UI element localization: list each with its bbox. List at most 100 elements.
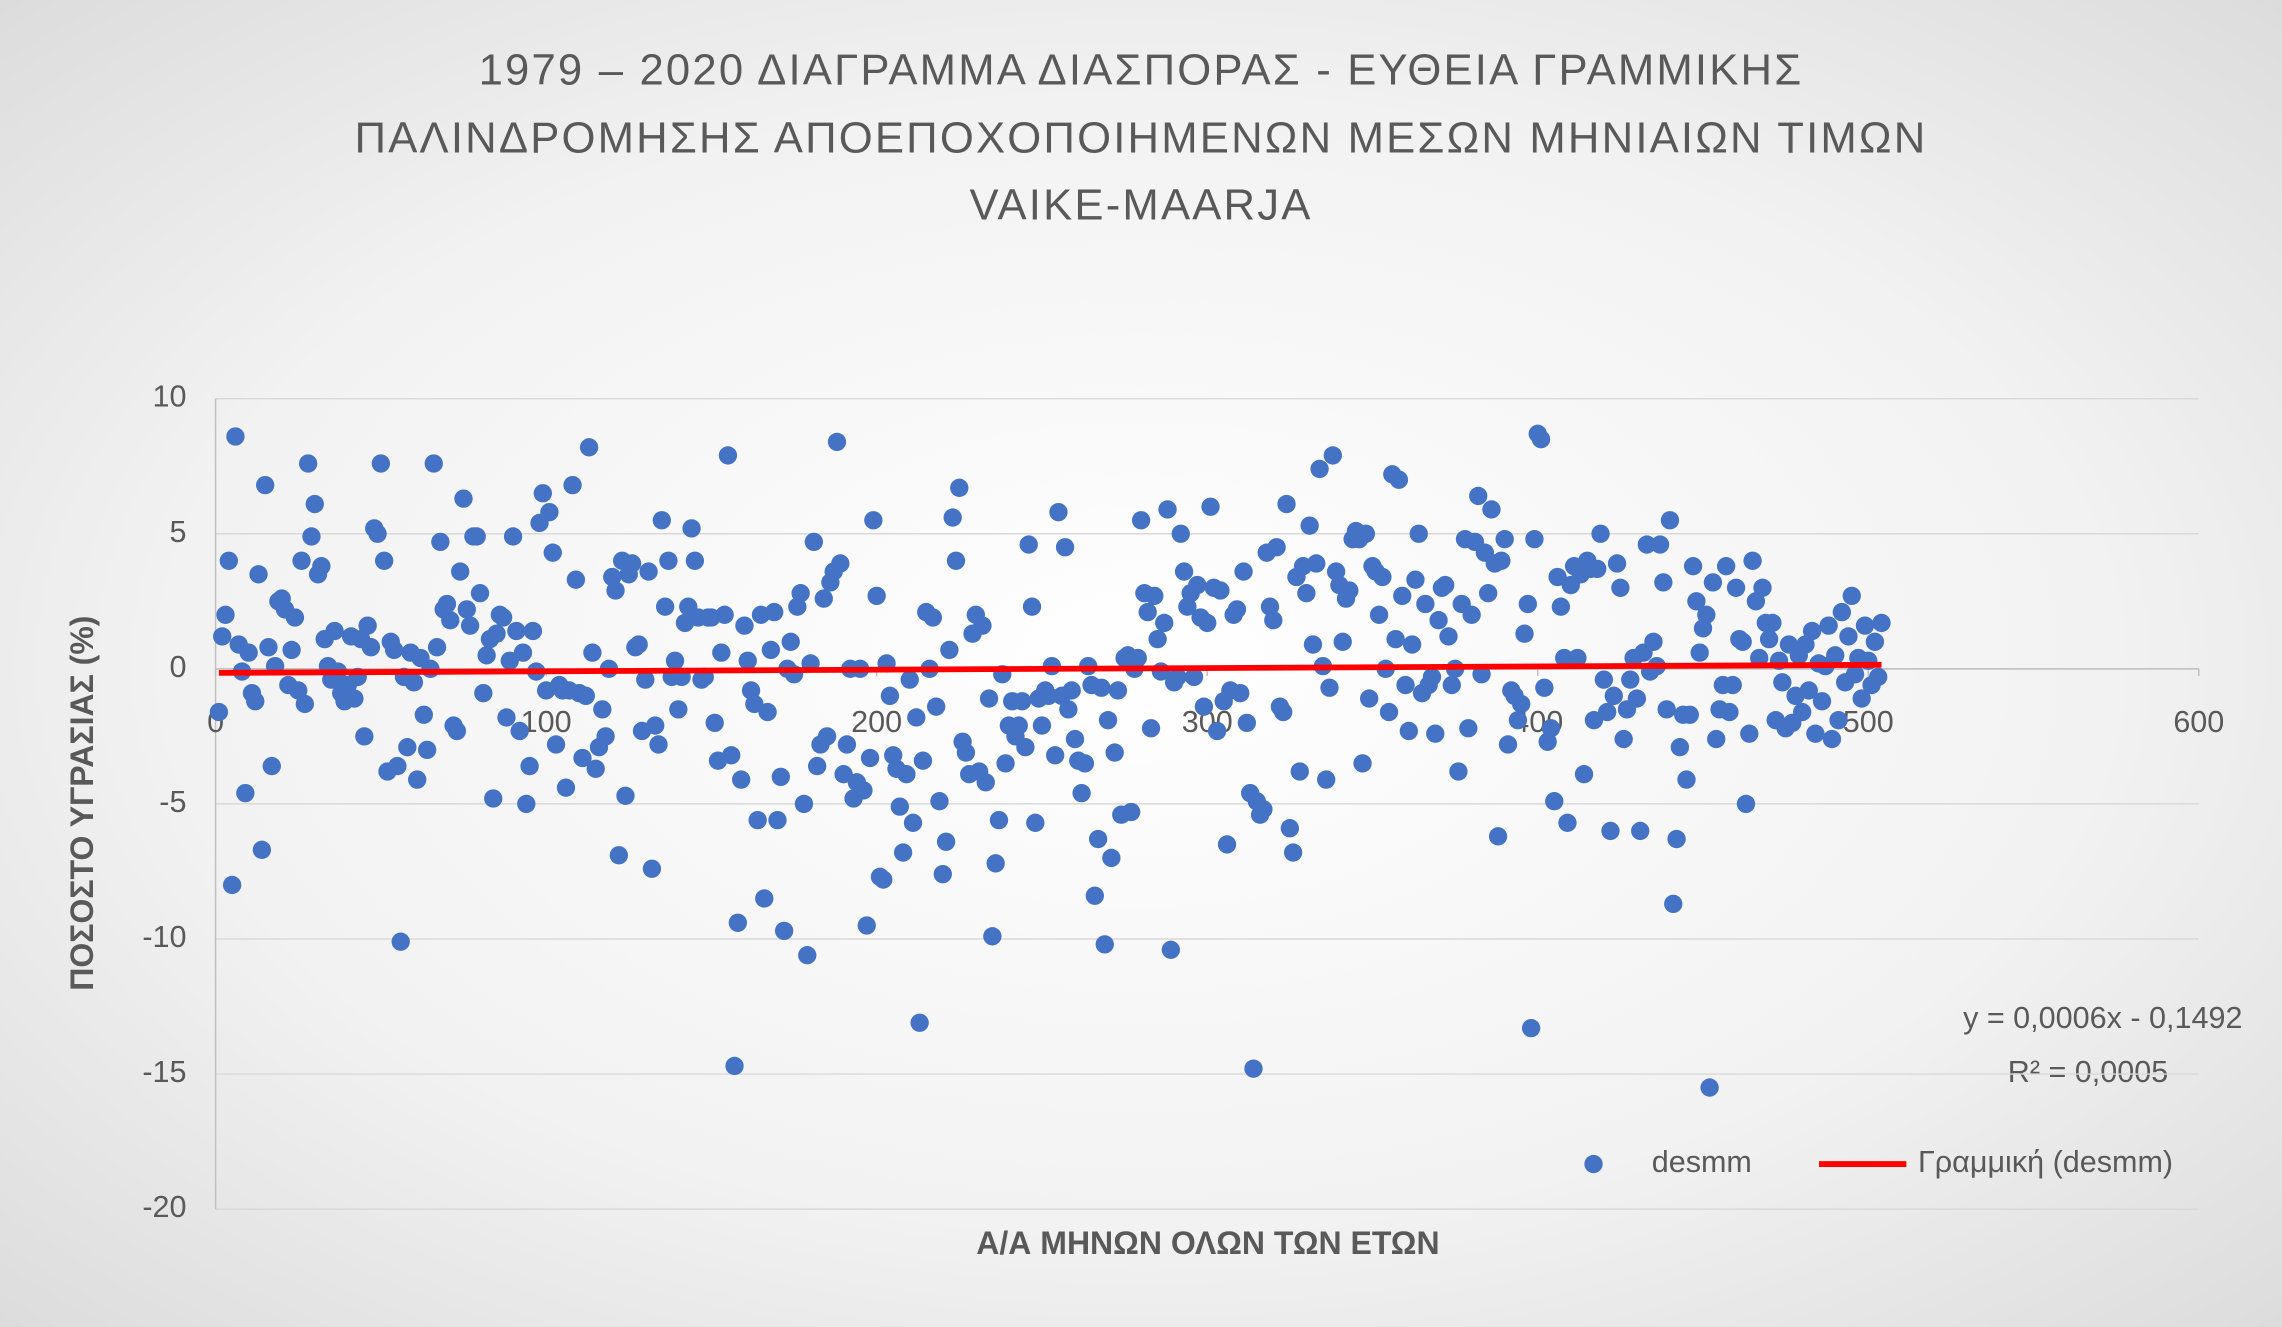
data-point — [513, 643, 533, 662]
data-point — [1621, 670, 1640, 689]
data-point — [282, 640, 301, 660]
data-point — [1462, 605, 1481, 624]
data-point — [295, 694, 315, 714]
x-tick-label: 100 — [521, 705, 572, 739]
data-point — [1254, 800, 1273, 819]
data-point — [1687, 592, 1706, 611]
data-point — [996, 754, 1015, 773]
data-point — [1072, 783, 1091, 803]
data-point — [1525, 529, 1544, 549]
data-point — [1855, 616, 1875, 635]
data-point — [1416, 594, 1435, 614]
data-point — [1032, 716, 1052, 735]
data-point — [986, 854, 1005, 873]
data-point — [1092, 678, 1111, 697]
data-point — [646, 716, 665, 735]
data-point — [1591, 524, 1610, 543]
data-point — [1667, 829, 1686, 849]
data-point — [1812, 692, 1832, 711]
data-point — [1690, 643, 1709, 662]
data-point — [854, 781, 873, 800]
data-point — [910, 1013, 929, 1032]
data-point — [989, 810, 1009, 830]
data-point — [1022, 597, 1042, 616]
data-point — [1426, 724, 1445, 743]
data-point — [477, 646, 496, 665]
data-point — [1650, 535, 1670, 554]
data-point — [355, 727, 374, 746]
data-point — [302, 527, 321, 546]
data-point — [391, 932, 410, 951]
data-point — [1436, 575, 1455, 595]
data-point — [1627, 689, 1647, 708]
data-point — [1429, 611, 1448, 630]
data-point — [1386, 629, 1405, 649]
data-point — [1707, 729, 1726, 749]
data-point — [913, 751, 933, 770]
data-point — [1168, 667, 1187, 687]
data-point — [1555, 648, 1574, 668]
data-point — [285, 608, 305, 627]
data-point — [1839, 627, 1858, 646]
data-point — [239, 643, 258, 662]
data-point — [1657, 700, 1676, 719]
data-point — [685, 551, 705, 570]
data-point — [246, 692, 265, 711]
data-point — [1122, 802, 1141, 822]
data-point — [1244, 1059, 1263, 1078]
data-point — [325, 621, 344, 641]
data-point — [874, 870, 893, 889]
data-point — [1449, 762, 1468, 781]
data-point — [1422, 667, 1442, 687]
data-point — [1826, 646, 1845, 665]
data-point — [510, 721, 529, 741]
data-point — [249, 565, 268, 584]
data-point — [454, 489, 473, 508]
data-point — [1393, 586, 1412, 606]
data-point — [1829, 710, 1848, 730]
data-point — [1518, 594, 1537, 614]
data-point — [1508, 710, 1528, 730]
data-point — [441, 611, 460, 630]
data-point — [1307, 554, 1326, 573]
data-point — [1310, 459, 1329, 479]
data-point — [1303, 635, 1323, 654]
data-point — [520, 756, 539, 776]
data-point — [484, 789, 503, 808]
data-point — [1264, 611, 1283, 630]
data-point — [1697, 605, 1716, 624]
data-point — [765, 602, 784, 622]
data-point — [421, 659, 440, 679]
data-point — [1720, 702, 1739, 722]
data-point — [1584, 710, 1604, 730]
y-tick-label: -10 — [142, 920, 186, 954]
data-point — [593, 700, 612, 719]
data-point — [345, 689, 364, 708]
data-point — [1601, 821, 1620, 841]
data-point — [794, 794, 814, 814]
data-point — [414, 705, 433, 724]
data-point — [457, 600, 476, 619]
data-point — [860, 748, 880, 768]
data-point — [579, 438, 599, 457]
data-point — [576, 686, 595, 706]
data-point — [1541, 719, 1561, 738]
data-point — [1664, 894, 1683, 914]
data-point — [1356, 524, 1376, 543]
data-point — [897, 765, 916, 784]
data-point — [1158, 500, 1177, 519]
data-point — [1280, 819, 1300, 838]
data-point — [1773, 673, 1792, 692]
data-point — [933, 864, 952, 884]
data-point — [1439, 627, 1458, 646]
data-point — [556, 778, 576, 797]
data-point — [503, 527, 523, 546]
data-point — [1234, 562, 1253, 581]
data-point — [497, 708, 516, 727]
data-point — [213, 627, 232, 646]
data-point — [936, 832, 956, 851]
data-point — [956, 743, 976, 762]
data-point — [940, 640, 959, 660]
data-point — [1409, 524, 1428, 543]
data-point — [226, 427, 245, 446]
